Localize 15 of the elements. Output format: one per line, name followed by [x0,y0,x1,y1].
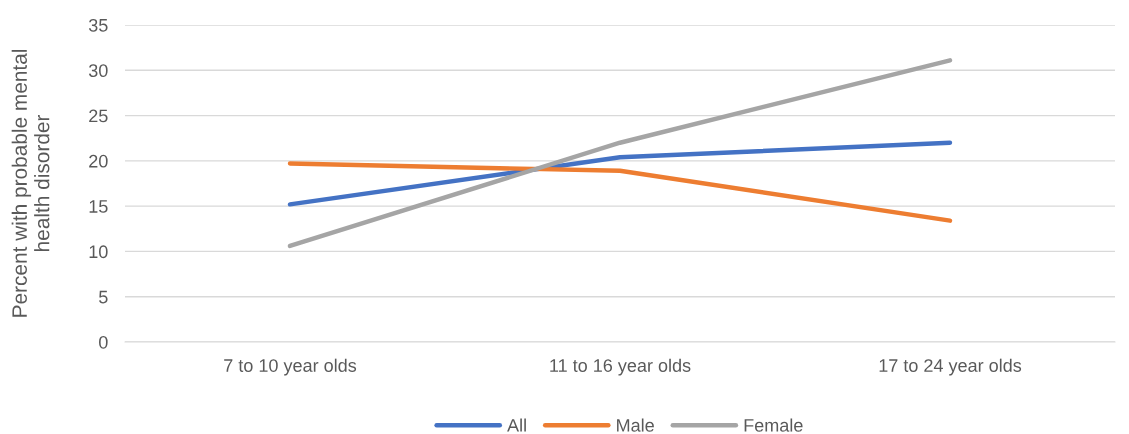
y-tick-label: 20 [89,154,108,168]
x-tick-label: 11 to 16 year olds [550,358,691,376]
y-tick-label: 30 [88,64,108,78]
y-tick-label: 35 [88,18,108,32]
y-tick-label: 0 [99,335,108,349]
y-tick-label: 5 [99,290,108,304]
y-tick-label: 25 [89,109,108,123]
x-tick-label: 7 to 10 year olds [224,358,357,376]
legend-label: Male [617,418,654,432]
x-tick-label: 17 to 24 year olds [879,358,1022,376]
legend-label: All [507,418,526,432]
y-axis-title: Percent with probable mental health disorder [11,49,50,317]
legend-label: Female [744,418,803,432]
y-tick-label: 10 [89,245,108,259]
y-tick-label: 15 [89,200,108,213]
